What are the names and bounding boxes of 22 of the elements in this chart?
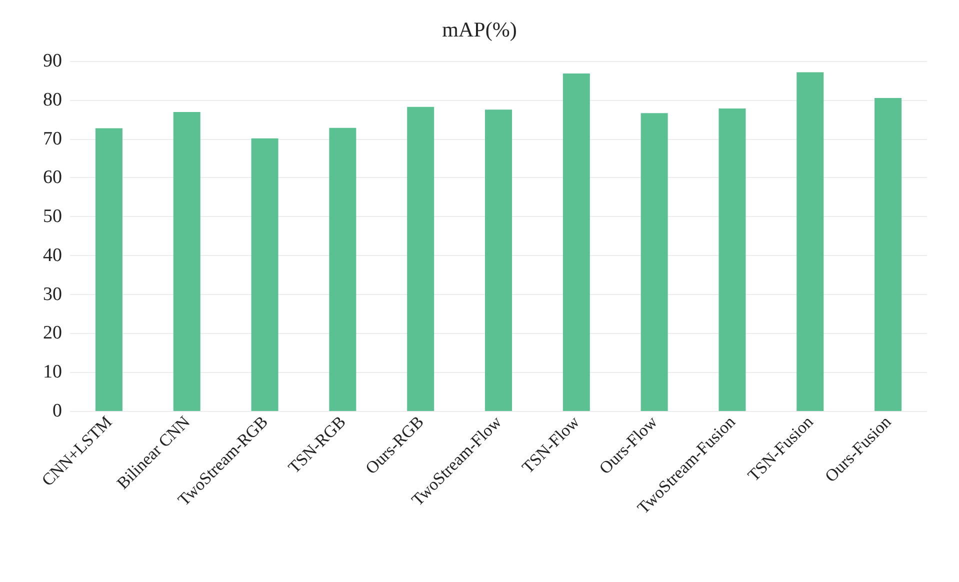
bar	[329, 128, 356, 411]
bar	[407, 106, 434, 411]
bar	[251, 138, 278, 411]
y-tick-label: 40	[43, 244, 62, 266]
y-tick-label: 30	[43, 284, 62, 305]
bar	[796, 72, 824, 411]
bar	[640, 113, 668, 411]
bar	[562, 73, 590, 411]
y-tick-label: 0	[52, 400, 62, 422]
y-tick-label: 90	[43, 50, 62, 72]
bar	[95, 128, 122, 411]
chart-title: mAP(%)	[442, 18, 517, 42]
y-tick-label: 80	[43, 89, 62, 110]
y-tick-label: 50	[43, 206, 62, 228]
y-tick-label: 70	[43, 128, 62, 150]
y-tick-label: 60	[43, 167, 62, 188]
bar	[718, 108, 746, 411]
bar	[173, 112, 200, 411]
y-tick-label: 20	[43, 322, 62, 344]
bar	[874, 98, 902, 411]
bar	[485, 110, 512, 411]
y-tick-label: 10	[43, 362, 62, 383]
